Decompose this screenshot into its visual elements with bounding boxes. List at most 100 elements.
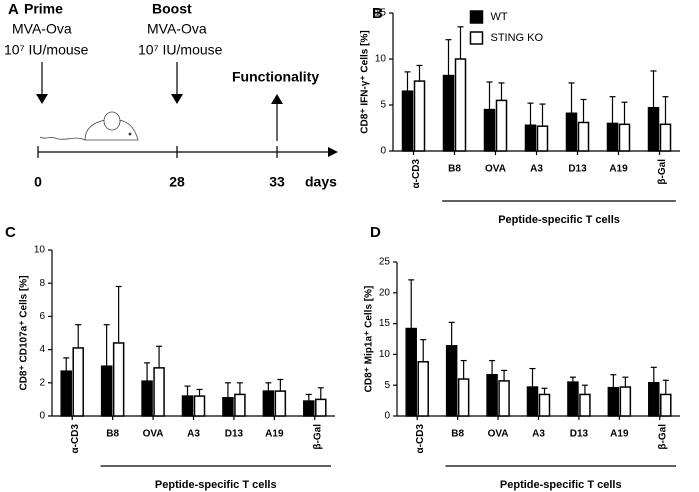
bar bbox=[660, 393, 672, 417]
group-label: Peptide-specific T cells bbox=[500, 479, 622, 491]
y-tick-label: 5 bbox=[384, 380, 390, 391]
x-tick-label: β-Gal bbox=[657, 424, 668, 450]
bar bbox=[483, 108, 496, 152]
bar bbox=[401, 90, 414, 152]
bar bbox=[567, 381, 579, 417]
group-label: Peptide-specific T cells bbox=[498, 214, 620, 226]
bar bbox=[538, 393, 551, 417]
x-tick-label: B8 bbox=[448, 164, 461, 175]
bar bbox=[565, 112, 578, 152]
bar bbox=[262, 390, 275, 417]
readout: Functionality bbox=[232, 69, 319, 85]
bar bbox=[659, 123, 672, 152]
bar bbox=[141, 380, 153, 417]
panel-label: A bbox=[8, 1, 19, 18]
prime-title: Prime bbox=[24, 1, 63, 17]
x-tick-label: OVA bbox=[485, 164, 506, 175]
bar bbox=[648, 381, 660, 417]
timeline-label: 28 bbox=[169, 174, 185, 190]
bar bbox=[454, 58, 467, 152]
x-tick-label: OVA bbox=[488, 429, 509, 440]
mouse-icon bbox=[39, 111, 139, 141]
x-tick-label: A19 bbox=[609, 164, 628, 175]
bar bbox=[445, 345, 458, 417]
legend-label: WT bbox=[490, 11, 507, 23]
panel-label: D bbox=[370, 224, 381, 241]
y-tick-label: 25 bbox=[379, 257, 391, 268]
boost-vaccine: MVA-Ova bbox=[147, 21, 207, 37]
timeline-label: 33 bbox=[269, 174, 285, 190]
bar bbox=[100, 365, 113, 417]
boost-title: Boost bbox=[152, 1, 192, 17]
bar bbox=[524, 124, 537, 152]
bar bbox=[60, 370, 72, 417]
bar bbox=[536, 125, 549, 152]
bar bbox=[112, 342, 125, 417]
y-tick-label: 10 bbox=[34, 245, 46, 256]
x-tick-label: A3 bbox=[187, 429, 200, 440]
panel-label: B bbox=[372, 5, 383, 22]
bar bbox=[619, 386, 632, 417]
y-tick-label: 8 bbox=[39, 278, 45, 289]
bar bbox=[498, 380, 510, 417]
bar bbox=[413, 80, 426, 152]
y-axis-label: CD8⁺ Mip1a⁺ Cells [%] bbox=[364, 286, 375, 393]
timeline-head bbox=[328, 147, 338, 157]
panel-label: C bbox=[5, 224, 16, 241]
legend-label: STING KO bbox=[490, 32, 543, 44]
timeline-unit: days bbox=[305, 174, 337, 190]
panel-a: A Prime MVA-Ova 10⁷ IU/mouse Boost MVA-O… bbox=[4, 1, 338, 190]
bar bbox=[193, 395, 206, 417]
bar bbox=[181, 395, 194, 417]
bar bbox=[457, 378, 470, 417]
arrow-head bbox=[271, 94, 283, 104]
x-tick-label: β-Gal bbox=[657, 159, 668, 185]
bar bbox=[618, 123, 631, 152]
bar bbox=[417, 361, 429, 417]
y-tick-label: 10 bbox=[379, 349, 391, 360]
y-tick-label: 6 bbox=[39, 311, 45, 322]
x-tick-label: A3 bbox=[530, 164, 543, 175]
y-tick-label: 15 bbox=[379, 318, 391, 329]
x-tick-label: α-CD3 bbox=[411, 159, 422, 189]
x-tick-label: α-CD3 bbox=[415, 424, 426, 454]
y-tick-label: 10 bbox=[375, 54, 387, 65]
y-tick-label: 20 bbox=[379, 287, 391, 298]
y-tick-label: 0 bbox=[39, 411, 45, 422]
bar bbox=[486, 373, 498, 417]
y-tick-label: 5 bbox=[380, 100, 386, 111]
legend-swatch bbox=[469, 31, 484, 45]
x-tick-label: D13 bbox=[570, 429, 589, 440]
x-tick-label: D13 bbox=[568, 164, 587, 175]
bar bbox=[526, 386, 539, 417]
bar bbox=[607, 386, 620, 417]
x-tick-label: A19 bbox=[265, 429, 284, 440]
y-tick-label: 15 bbox=[375, 8, 387, 19]
timeline-label: 0 bbox=[34, 174, 42, 190]
bar bbox=[274, 390, 287, 417]
bar bbox=[606, 122, 619, 152]
x-tick-label: B8 bbox=[106, 429, 119, 440]
y-tick-label: 0 bbox=[380, 146, 386, 157]
bar bbox=[579, 393, 591, 417]
legend-swatch bbox=[469, 10, 484, 24]
prime-dose: 10⁷ IU/mouse bbox=[4, 42, 89, 58]
bar bbox=[222, 396, 234, 417]
y-axis-label: CD8⁺ IFN-γ⁺ Cells [%] bbox=[360, 30, 371, 133]
x-tick-label: A19 bbox=[610, 429, 629, 440]
bar bbox=[153, 367, 165, 417]
x-tick-label: β-Gal bbox=[312, 424, 323, 450]
bar bbox=[315, 398, 327, 417]
y-tick-label: 4 bbox=[39, 344, 45, 355]
group-label: Peptide-specific T cells bbox=[155, 479, 277, 491]
arrow-head bbox=[36, 94, 48, 104]
x-tick-label: OVA bbox=[143, 429, 164, 440]
x-tick-label: B8 bbox=[451, 429, 464, 440]
bar bbox=[234, 393, 246, 417]
y-tick-label: 0 bbox=[384, 411, 390, 422]
bar bbox=[647, 107, 660, 152]
bar bbox=[405, 327, 417, 417]
boost-dose: 10⁷ IU/mouse bbox=[138, 42, 223, 58]
y-tick-label: 2 bbox=[39, 377, 45, 388]
